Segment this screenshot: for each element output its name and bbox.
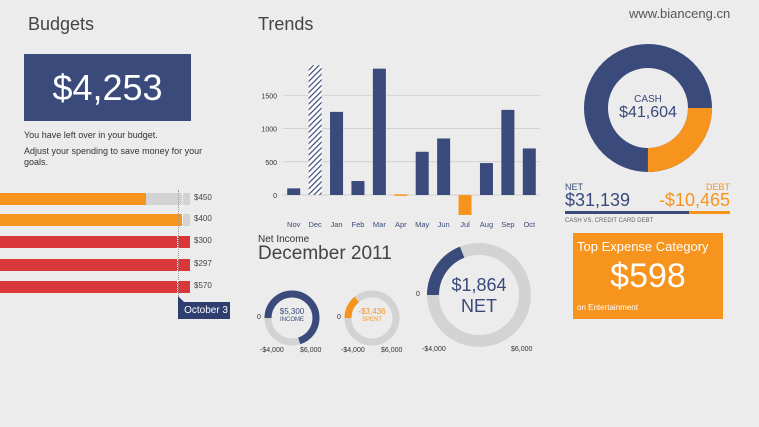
bar-jul[interactable]	[458, 195, 472, 215]
cash-vs-debt-bar-net	[565, 211, 689, 214]
y-tick-label: 1500	[261, 93, 277, 100]
bar-feb[interactable]	[351, 181, 365, 195]
date-badge-pointer	[178, 296, 184, 302]
net-max-label: $6,000	[511, 346, 533, 353]
debt-amount: -$10,465	[658, 190, 730, 210]
trends-heading: Trends	[258, 14, 314, 34]
net-min-label: -$4,000	[422, 346, 446, 353]
budget-advice-text: Adjust your spending to save money for y…	[24, 146, 203, 156]
x-tick-label: May	[415, 220, 429, 229]
x-tick-label: Nov	[287, 220, 301, 229]
x-tick-label: Feb	[351, 220, 364, 229]
date-badge: October 3	[178, 302, 230, 319]
budget-bar-today-marker	[176, 259, 178, 271]
income-min-label: -$4,000	[260, 347, 284, 354]
cash-caption: CASH	[634, 94, 662, 105]
x-tick-label: Oct	[523, 220, 536, 229]
budget-bar-today-marker	[176, 236, 178, 248]
net-gauge[interactable]	[424, 240, 534, 350]
budget-bar-today-marker	[182, 193, 184, 205]
income-max-label: $6,000	[300, 347, 322, 354]
budget-summary-text: You have left over in your budget.	[24, 130, 158, 140]
x-tick-label: Jan	[330, 220, 342, 229]
cash-donut-chart[interactable]	[580, 40, 716, 176]
net-caption: NET	[461, 296, 497, 316]
budget-bar-today-marker	[176, 281, 178, 293]
budget-bar-amount: $297	[194, 259, 212, 268]
bar-jun[interactable]	[437, 138, 451, 195]
budget-bar-amount: $450	[194, 193, 212, 202]
income-zero-label: 0	[257, 314, 261, 321]
x-tick-label: Dec	[308, 220, 322, 229]
bar-jan[interactable]	[330, 111, 344, 195]
bar-dec[interactable]	[308, 65, 322, 195]
spent-gauge-arc	[344, 290, 400, 346]
spent-min-label: -$4,000	[341, 347, 365, 354]
net-income-label: Net Income	[258, 234, 310, 245]
bar-oct[interactable]	[522, 148, 536, 195]
budget-bar-fill	[0, 236, 190, 248]
budget-bar-row[interactable]: $297	[0, 259, 230, 271]
x-tick-label: Jul	[460, 220, 470, 229]
income-amount: $5,300	[279, 307, 305, 316]
today-marker-line	[178, 190, 179, 298]
spent-gauge[interactable]	[342, 288, 402, 348]
budget-remaining-tile[interactable]: $4,253	[24, 54, 191, 121]
budget-bar-fill	[0, 214, 183, 226]
net-zero-label: 0	[416, 291, 420, 298]
y-tick-label: 0	[273, 193, 277, 200]
bar-apr[interactable]	[394, 194, 408, 196]
watermark-text: www.bianceng.cn	[629, 6, 731, 21]
cash-vs-debt-bar	[565, 211, 730, 214]
budget-bar-today-marker	[182, 214, 184, 226]
spent-max-label: $6,000	[381, 347, 403, 354]
budget-bar-amount: $570	[194, 281, 212, 290]
spent-amount: -$3,436	[358, 307, 386, 316]
bar-mar[interactable]	[372, 68, 386, 195]
bar-aug[interactable]	[479, 163, 493, 195]
cash-amount: $41,604	[619, 104, 677, 121]
trends-bar-chart[interactable]: 0 500 1000 1500 Nov Dec Jan Feb Mar Apr May Jun Jul A…	[255, 55, 545, 235]
budget-bar-amount: $300	[194, 236, 212, 245]
budgets-heading: Budgets	[28, 14, 95, 34]
budget-bar-row[interactable]: $300	[0, 236, 230, 248]
y-tick-label: 1000	[261, 127, 277, 134]
budget-bar-fill	[0, 259, 190, 271]
y-tick-label: 500	[265, 160, 277, 167]
net-income-period: December 2011	[258, 243, 392, 264]
debt-label: DEBT	[705, 182, 730, 192]
net-amount: $1,864	[451, 275, 507, 295]
budget-bar-row[interactable]: $570	[0, 281, 230, 293]
net-worth-amount: $31,139	[565, 190, 631, 210]
x-tick-label: Apr	[395, 220, 407, 229]
x-tick-label: Aug	[480, 220, 493, 229]
spent-zero-label: 0	[337, 314, 341, 321]
spent-caption: SPENT	[361, 317, 382, 323]
income-gauge[interactable]	[262, 288, 322, 348]
cash-footnote: CASH VS. CREDIT CARD DEBT	[565, 218, 654, 224]
net-worth-label: NET	[565, 182, 583, 192]
budget-bar-row[interactable]: $450	[0, 193, 230, 205]
x-tick-label: Jun	[438, 220, 450, 229]
bar-may[interactable]	[415, 151, 429, 195]
x-tick-label: Sep	[501, 220, 514, 229]
cash-donut-debt-arc	[584, 44, 712, 172]
top-expense-amount: $598	[610, 257, 686, 295]
income-gauge-arc	[264, 290, 320, 346]
budget-bar-row[interactable]: $400	[0, 214, 230, 226]
net-gauge-arc	[427, 243, 531, 347]
top-expense-title: Top Expense Category	[577, 239, 709, 254]
budget-advice-text-cont: goals.	[24, 157, 49, 167]
budget-bar-fill	[0, 193, 147, 205]
income-caption: INCOME	[280, 317, 304, 323]
budget-bar-amount: $400	[194, 214, 212, 223]
bar-sep[interactable]	[501, 109, 515, 195]
top-expense-caption: on Entertainment	[577, 303, 638, 312]
x-tick-label: Mar	[373, 220, 386, 229]
bar-nov[interactable]	[287, 188, 301, 195]
top-expense-tile[interactable]: Top Expense Category $598 on Entertainme…	[573, 233, 723, 319]
budget-bar-fill	[0, 281, 190, 293]
